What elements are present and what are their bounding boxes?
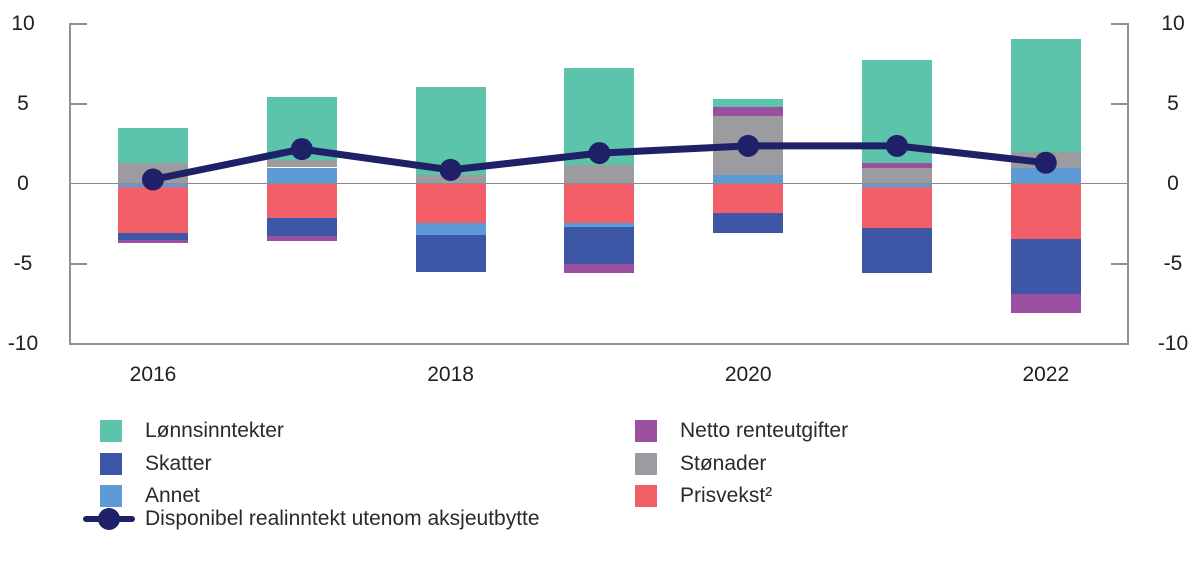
y-tick-left: [70, 262, 87, 265]
bar-segment-lonnsinntekter-2020: [713, 98, 784, 107]
legend-label-lonnsinntekter: Lønnsinntekter: [145, 419, 284, 442]
bar-segment-prisvekst-2021: [862, 186, 932, 229]
bar-segment-netto-2022: [1010, 293, 1081, 314]
bar-segment-stonader-2017: [266, 160, 337, 168]
bar-segment-netto-2020: [713, 106, 784, 117]
netto-swatch: [635, 420, 657, 442]
y-tick-left: [70, 102, 87, 105]
legend-label-prisvekst: Prisvekst²: [680, 484, 773, 507]
bar-segment-skatter-2022: [1010, 238, 1081, 294]
bar-segment-annet-2022: [1010, 168, 1081, 184]
bar-segment-netto-2021: [862, 162, 932, 169]
legend-label-stonader: Stønader: [680, 451, 767, 475]
y-tick-label-right: -5: [1163, 251, 1183, 275]
bar-segment-netto-2016: [118, 240, 188, 244]
trend-point-2018: [439, 158, 462, 181]
legend-label-line: Disponibel realinntekt utenom aksjeutbyt…: [145, 507, 540, 530]
bar-segment-annet-2017: [266, 167, 337, 184]
bar-segment-stonader-2021: [862, 168, 932, 184]
bar-segment-prisvekst-2017: [266, 183, 337, 218]
bar-segment-skatter-2018: [415, 234, 486, 273]
y-tick-right: [1110, 102, 1127, 105]
trend-point-2016: [142, 168, 164, 191]
bar-segment-prisvekst-2022: [1010, 183, 1081, 239]
y-tick-label-left: -10: [7, 331, 39, 355]
legend-label-netto: Netto renteutgifter: [680, 419, 849, 442]
y-tick-label-right: 10: [1161, 11, 1185, 35]
legend-label-skatter: Skatter: [145, 451, 212, 475]
zero-gridline: [70, 182, 1127, 185]
bar-segment-prisvekst-2018: [415, 183, 486, 223]
bar-segment-prisvekst-2019: [564, 183, 635, 223]
bar-segment-prisvekst-2020: [713, 183, 784, 214]
y-tick-label-right: 0: [1167, 171, 1179, 195]
bar-segment-skatter-2017: [266, 217, 337, 237]
x-tick-label-2018: 2018: [427, 363, 474, 386]
bar-segment-netto-2017: [266, 236, 337, 242]
bar-segment-annet-2019: [564, 222, 635, 227]
prisvekst-swatch: [635, 485, 657, 507]
bar-segment-prisvekst-2016: [118, 186, 188, 234]
bar-segment-lonnsinntekter-2022: [1010, 38, 1081, 153]
x-tick-label-2016: 2016: [129, 363, 177, 386]
y-tick-label-right: 5: [1167, 91, 1179, 115]
y-tick-label-left: 10: [11, 11, 35, 35]
trend-point-2019: [588, 142, 611, 165]
bar-segment-netto-2019: [564, 264, 635, 274]
y-axis-left: [68, 22, 71, 344]
bar-segment-skatter-2016: [118, 233, 188, 241]
bar-segment-annet-2021: [862, 183, 932, 187]
bar-segment-annet-2018: [415, 222, 486, 235]
legend-line-dot: [98, 508, 120, 530]
bar-segment-annet-2020: [713, 174, 784, 184]
trend-point-2017: [290, 138, 313, 161]
y-tick-label-left: 5: [17, 91, 29, 115]
y-tick-right: [1110, 262, 1127, 265]
y-axis-right: [1126, 22, 1129, 344]
x-axis-bottom: [68, 342, 1129, 345]
legend-label-annet: Annet: [145, 484, 200, 507]
annet-swatch: [100, 485, 122, 507]
lonnsinntekter-swatch: [100, 420, 122, 442]
skatter-swatch: [100, 452, 122, 475]
y-tick-label-right: -10: [1157, 331, 1189, 355]
bar-segment-skatter-2019: [564, 226, 635, 265]
y-tick-label-left: -5: [13, 251, 33, 275]
trend-point-2020: [737, 134, 760, 157]
y-tick-right: [1110, 22, 1127, 25]
x-tick-label-2022: 2022: [1022, 363, 1070, 386]
y-tick-left: [70, 22, 87, 25]
x-tick-label-2020: 2020: [724, 363, 772, 386]
y-tick-label-left: 0: [17, 171, 29, 195]
bar-segment-skatter-2020: [713, 213, 784, 234]
bar-segment-lonnsinntekter-2016: [118, 128, 188, 163]
bar-segment-skatter-2021: [862, 228, 932, 274]
trend-point-2022: [1034, 151, 1057, 174]
stonader-swatch: [635, 452, 657, 475]
trend-point-2021: [886, 134, 908, 157]
bar-segment-stonader-2019: [564, 165, 635, 184]
